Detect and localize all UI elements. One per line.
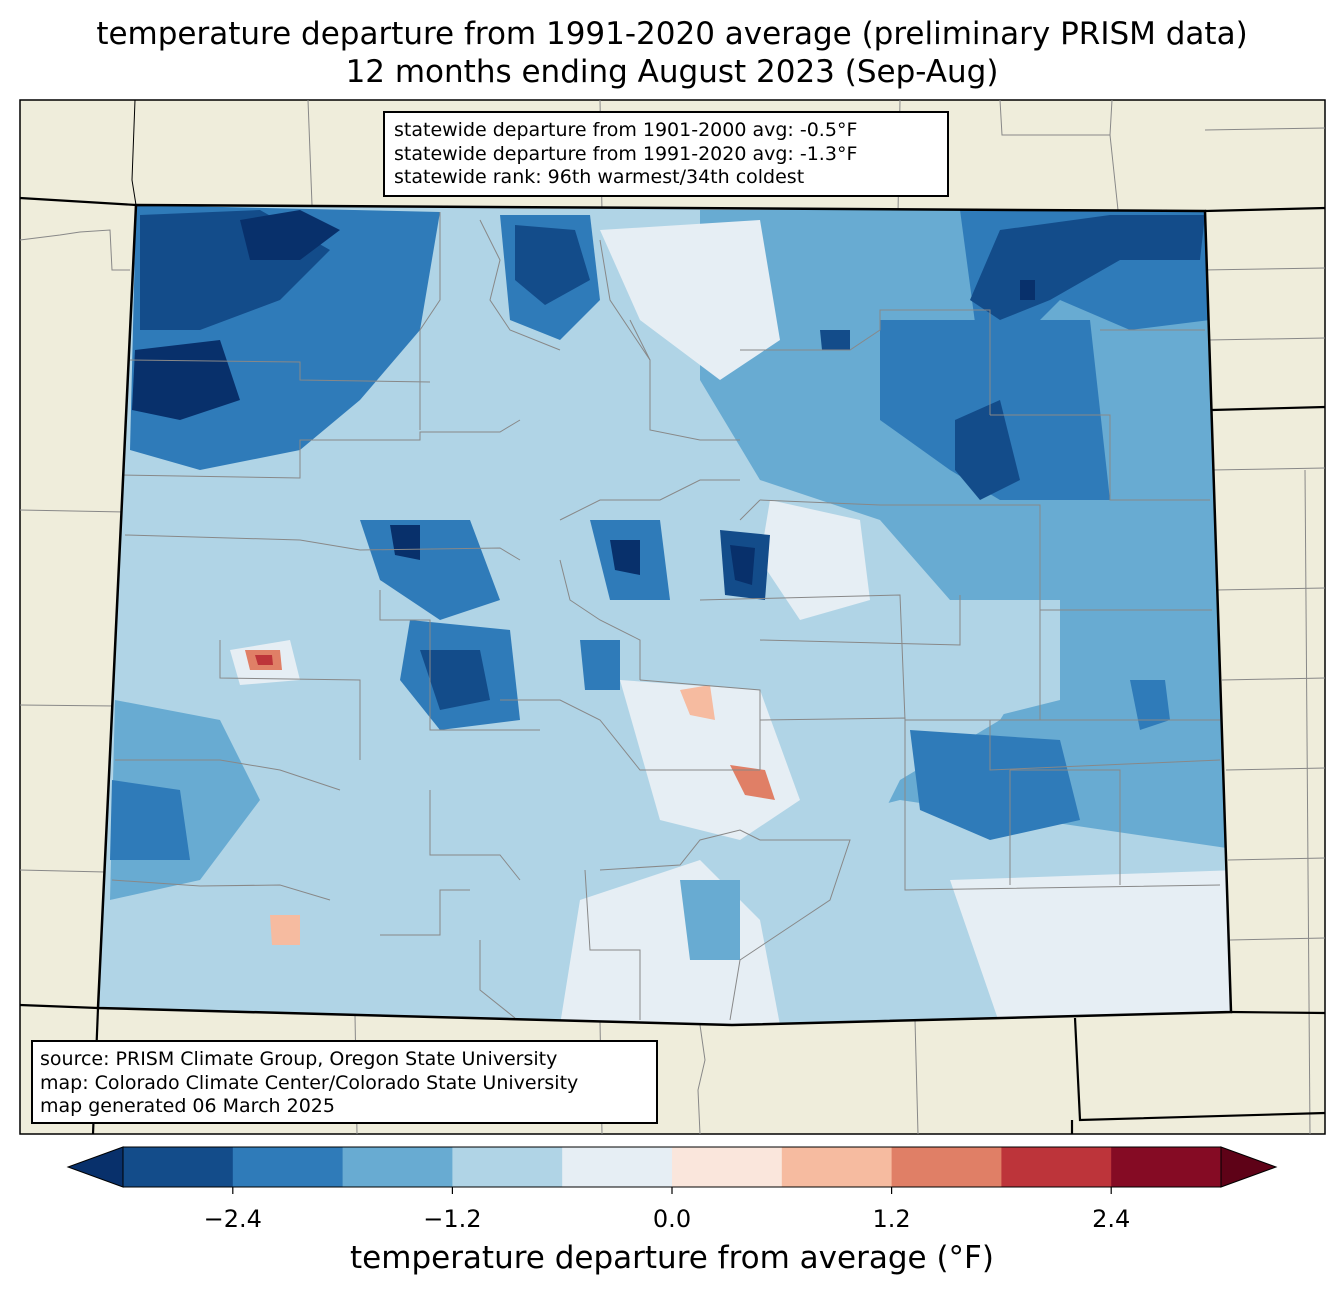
stats-line-1991-2020: statewide departure from 1991-2020 avg: … [394,142,858,165]
map-subtitle: 12 months ending August 2023 (Sep-Aug) [345,54,999,90]
stats-line-1901-2000: statewide departure from 1901-2000 avg: … [394,119,858,141]
colorbar-segment [123,1147,234,1187]
colorbar-under-extension [66,1146,124,1188]
colorbar-tick-label: −1.2 [423,1205,482,1233]
colorbar-tick-label: 1.2 [872,1205,911,1233]
colorbar-segment [232,1147,344,1187]
colorbar-tick-label: −2.4 [203,1205,262,1233]
colorbar-segment [672,1147,783,1187]
colorbar-tick-label: 0.0 [652,1205,692,1233]
colorbar-segment [342,1147,453,1187]
statewide-stats-box: statewide departure from 1901-2000 avg: … [383,111,949,197]
map-title: temperature departure from 1991-2020 ave… [96,16,1248,52]
colorbar-over-extension [1220,1146,1278,1188]
colorbar-segment [1111,1147,1222,1187]
colorbar-segment [891,1147,1002,1187]
stats-line-rank: statewide rank: 96th warmest/34th coldes… [394,166,805,188]
state-borders [19,99,1326,1135]
colorbar-tick-label: 2.4 [1092,1205,1131,1233]
colorbar-segment [781,1147,893,1187]
county-lines [111,212,1221,1021]
temperature-field [98,205,1231,1025]
source-box: source: PRISM Climate Group, Oregon Stat… [31,1040,658,1124]
colorbar [66,1146,1278,1194]
colorbar-label: temperature departure from average (°F) [350,1240,994,1276]
colorbar-segment [1001,1147,1112,1187]
colorado-border [96,203,1233,1027]
colorbar-segment [562,1147,673,1187]
source-line-generated: map generated 06 March 2025 [40,1095,335,1117]
source-line-map: map: Colorado Climate Center/Colorado St… [40,1071,579,1094]
source-line-prism: source: PRISM Climate Group, Oregon Stat… [40,1048,558,1070]
colorbar-segment [452,1147,563,1187]
